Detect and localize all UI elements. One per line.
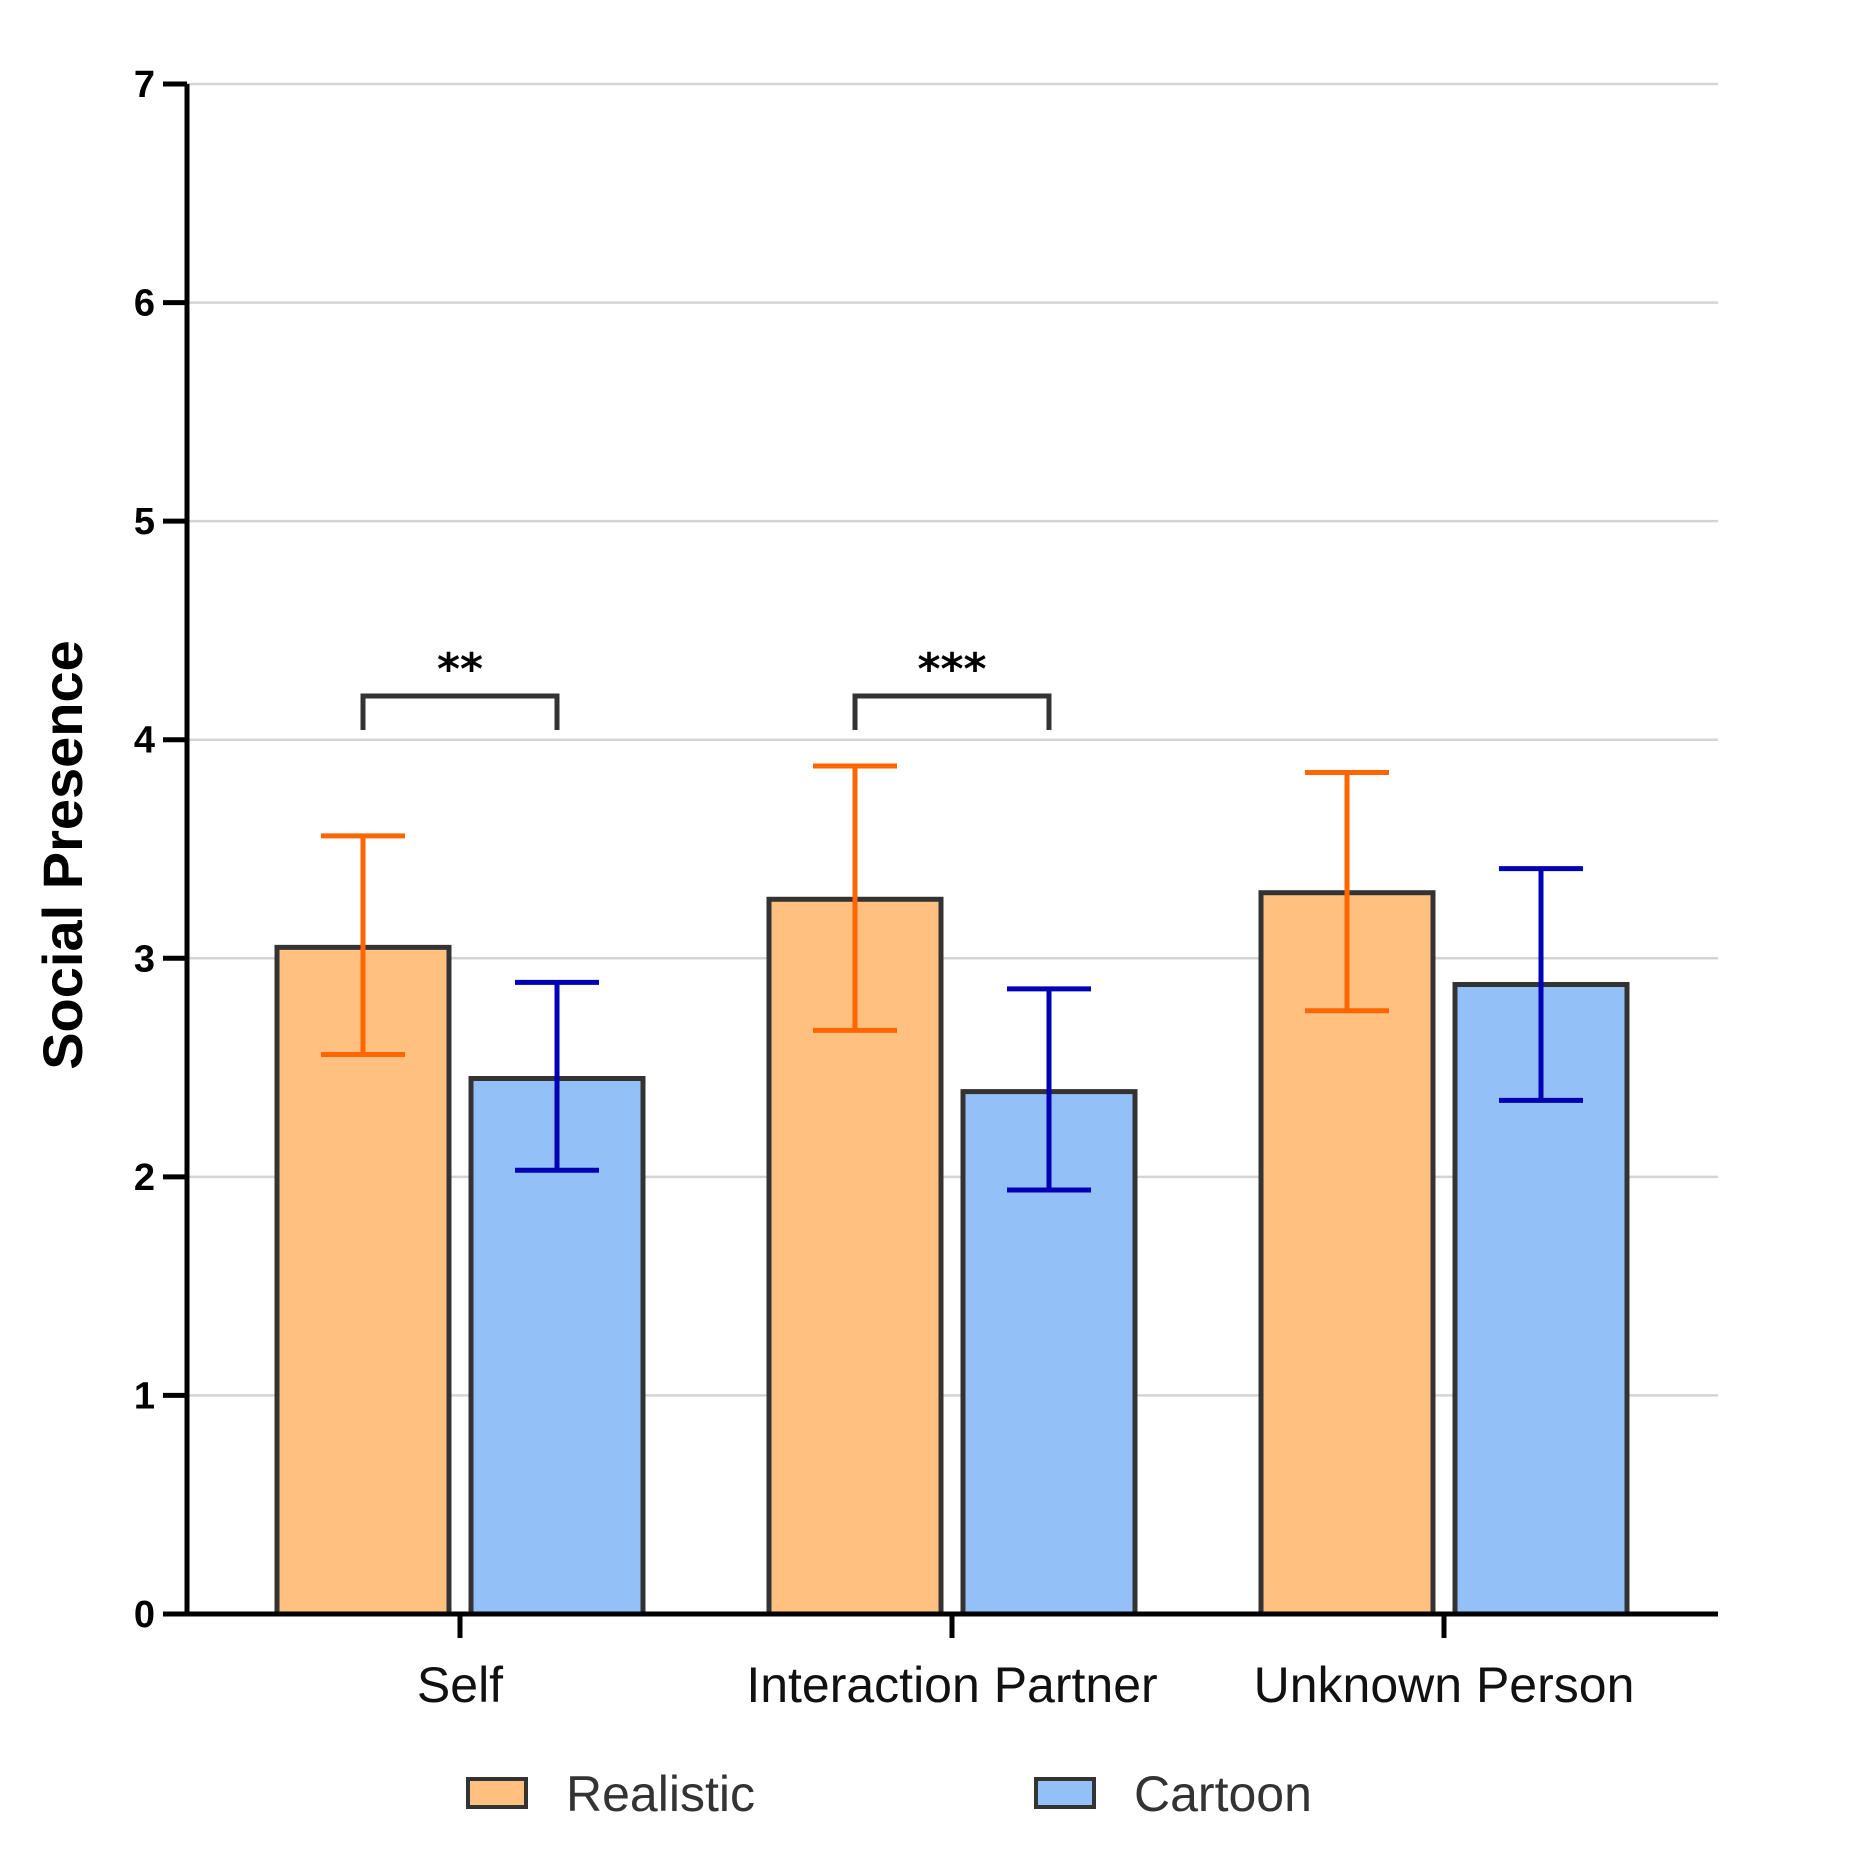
y-tick-label: 5 xyxy=(134,501,155,543)
bar-layer xyxy=(274,890,1630,1617)
error-layer xyxy=(321,763,1583,1193)
y-tick-label: 2 xyxy=(134,1157,155,1199)
x-tick-label: Unknown Person xyxy=(1254,1657,1635,1713)
y-tick-label: 4 xyxy=(134,720,155,762)
y-tick-label: 3 xyxy=(134,938,155,980)
legend-label-realistic: Realistic xyxy=(566,1766,755,1822)
legend: Realistic Cartoon xyxy=(466,1766,1312,1822)
legend-swatch-cartoon xyxy=(1034,1777,1096,1809)
legend-label-cartoon: Cartoon xyxy=(1134,1766,1312,1822)
y-axis-label: Social Presence xyxy=(31,640,94,1070)
significance-bracket xyxy=(360,693,560,730)
significance-label: ** xyxy=(437,644,483,695)
y-tick-label: 6 xyxy=(134,283,155,325)
x-tick-label: Self xyxy=(417,1657,503,1713)
y-tick-label: 1 xyxy=(134,1375,155,1417)
x-tick-label: Interaction Partner xyxy=(746,1657,1157,1713)
significance-bracket xyxy=(852,693,1052,730)
y-tick-label: 7 xyxy=(134,64,155,106)
annotation-layer: ** *** xyxy=(360,644,1052,730)
y-tick-label: 0 xyxy=(134,1594,155,1636)
significance-label: *** xyxy=(917,644,986,695)
legend-swatch-realistic xyxy=(466,1777,528,1809)
axis-layer: 0 1 2 3 4 5 6 7 Self Interaction Partner Unknown P… xyxy=(134,64,1718,1713)
